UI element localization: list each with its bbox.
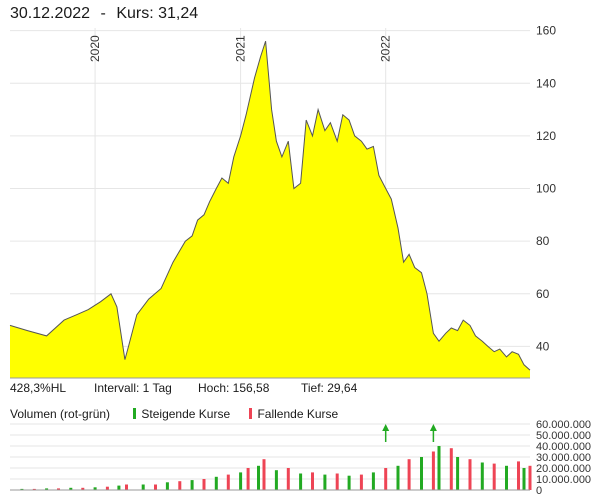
volume-bar-rising: [20, 488, 24, 490]
price-line: [9, 41, 531, 371]
price-y-axis: 40 60 80 100 120 140 160: [536, 24, 556, 354]
volume-bar-falling: [311, 472, 314, 490]
volume-bar-falling: [335, 473, 339, 490]
volume-bar-falling: [57, 488, 60, 490]
volume-y-tick-label: 30.000.000: [536, 452, 591, 464]
price-x-tick-label: 2021: [234, 35, 248, 62]
volume-bar-rising: [69, 487, 73, 490]
volume-bar-rising: [420, 457, 423, 490]
volume-bar-falling: [286, 468, 290, 490]
price-y-tick-label: 40: [536, 339, 550, 353]
volume-bar-falling: [178, 481, 182, 490]
volume-bar-falling: [32, 488, 36, 490]
legend-rising: Steigende Kurse: [141, 407, 231, 421]
volume-bar-rising: [190, 480, 194, 490]
volume-bar-rising: [214, 476, 218, 490]
volume-y-tick-label: 60.000.000: [536, 419, 591, 431]
volume-overflow-arrow-head: [429, 424, 437, 431]
volume-bar-rising: [299, 473, 303, 490]
volume-bar-falling: [226, 474, 230, 490]
volume-bar-rising: [480, 462, 484, 490]
volume-overflow-markers: [382, 424, 437, 442]
price-x-tick-label: 2022: [379, 35, 393, 62]
volume-bar-rising: [396, 465, 400, 490]
volume-y-tick-label: 50.000.000: [536, 430, 591, 442]
volume-bar-rising: [274, 470, 278, 490]
volume-bar-rising: [323, 474, 327, 490]
volume-bar-falling: [517, 461, 520, 490]
volume-bar-falling: [246, 468, 250, 490]
legend-title: Volumen (rot-grün): [10, 407, 111, 421]
volume-bar-falling: [431, 451, 435, 490]
volume-bars: [10, 446, 532, 491]
stat-interval: Intervall: 1 Tag: [94, 381, 172, 395]
volume-bar-rising: [522, 468, 526, 490]
volume-bar-falling: [202, 479, 206, 490]
legend-falling: Fallende Kurse: [257, 407, 339, 421]
price-y-tick-label: 120: [536, 129, 556, 143]
volume-bar-rising: [347, 475, 351, 490]
volume-bar-rising: [239, 472, 243, 490]
volume-bar-falling: [262, 459, 266, 490]
volume-bar-falling: [154, 484, 157, 490]
header-price: Kurs: 31,24: [116, 5, 199, 22]
price-y-tick-label: 80: [536, 234, 550, 248]
volume-bar-falling: [359, 474, 363, 490]
volume-bar-falling: [81, 487, 85, 490]
price-area: [10, 41, 530, 378]
volume-y-axis: 010.000.00020.000.00030.000.00040.000.00…: [536, 419, 591, 497]
legend-falling-marker: [249, 408, 253, 419]
header-date: 30.12.2022: [10, 5, 91, 22]
volume-bar-rising: [456, 457, 460, 490]
volume-bar-falling: [492, 463, 496, 490]
volume-bar-falling: [125, 484, 128, 490]
header-separator: -: [100, 5, 106, 22]
volume-legend: Volumen (rot-grün) Steigende Kurse Falle…: [10, 407, 338, 421]
chart-header: 30.12.2022 - Kurs: 31,24: [10, 5, 198, 23]
stat-low: Tief: 29,64: [301, 381, 358, 395]
volume-bar-rising: [505, 465, 508, 490]
volume-bar-rising: [165, 482, 169, 490]
price-y-tick-label: 60: [536, 287, 550, 301]
volume-bar-falling: [105, 486, 109, 490]
volume-bar-rising: [93, 487, 97, 491]
volume-bar-rising: [371, 472, 375, 490]
volume-bar-rising: [257, 465, 260, 490]
volume-bar-rising: [117, 485, 121, 490]
volume-bar-falling: [449, 448, 453, 490]
volume-y-tick-label: 40.000.000: [536, 441, 591, 453]
price-y-tick-label: 160: [536, 24, 556, 38]
stat-high: Hoch: 156,58: [198, 381, 270, 395]
volume-y-tick-label: 0: [536, 485, 542, 497]
volume-overflow-arrow-head: [382, 424, 390, 431]
legend-rising-marker: [133, 408, 137, 419]
volume-bar-falling: [528, 465, 532, 490]
volume-bar-rising: [141, 484, 145, 490]
volume-bar-falling: [407, 459, 411, 490]
volume-bar-falling: [468, 459, 472, 490]
volume-y-tick-label: 10.000.000: [536, 474, 591, 486]
price-x-axis: 2020 2021 2022: [88, 35, 393, 62]
volume-y-tick-label: 20.000.000: [536, 463, 591, 475]
volume-bar-rising: [437, 446, 441, 490]
stat-change: 428,3%HL: [10, 381, 67, 395]
price-y-tick-label: 140: [536, 76, 556, 90]
volume-bar-rising: [45, 488, 49, 490]
price-x-tick-label: 2020: [88, 35, 102, 62]
price-y-tick-label: 100: [536, 182, 556, 196]
volume-bar-falling: [384, 468, 388, 490]
